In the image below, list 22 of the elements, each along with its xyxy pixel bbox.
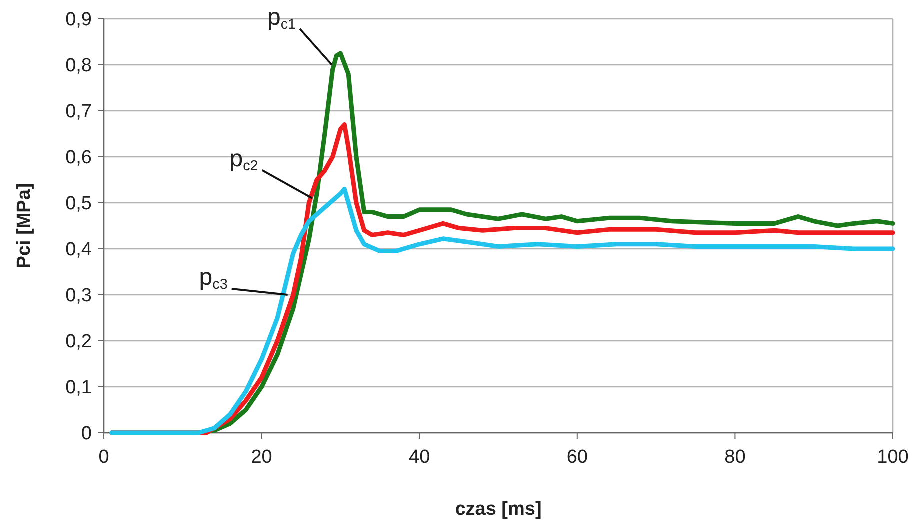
annotation: p$_{c1}$ xyxy=(267,4,296,34)
y-tick-label: 0,8 xyxy=(66,56,92,77)
annotation: p$_{c3}$ xyxy=(199,264,228,294)
x-tick-label: 20 xyxy=(251,447,272,468)
x-tick-label: 40 xyxy=(409,447,430,468)
x-tick-label: 100 xyxy=(877,447,909,468)
y-tick-label: 0,5 xyxy=(66,194,92,215)
y-tick-label: 0,2 xyxy=(66,332,92,353)
x-axis-title: czas [ms] xyxy=(455,499,542,520)
x-tick-label: 60 xyxy=(566,447,588,468)
y-tick-label: 0,3 xyxy=(66,286,92,307)
y-tick-label: 0,4 xyxy=(66,240,92,261)
x-tick-label: 0 xyxy=(98,447,110,468)
y-tick-label: 0,7 xyxy=(66,102,92,123)
y-axis-title: Pci [MPa] xyxy=(14,183,35,269)
y-tick-label: 0,9 xyxy=(66,10,92,31)
y-tick-label: 0 xyxy=(81,424,92,445)
line-series xyxy=(110,186,896,436)
annotation: p$_{c2}$ xyxy=(230,145,258,175)
y-tick-label: 0,6 xyxy=(66,148,92,169)
x-tick-label: 80 xyxy=(724,447,746,468)
y-tick-label: 0,1 xyxy=(66,378,92,399)
